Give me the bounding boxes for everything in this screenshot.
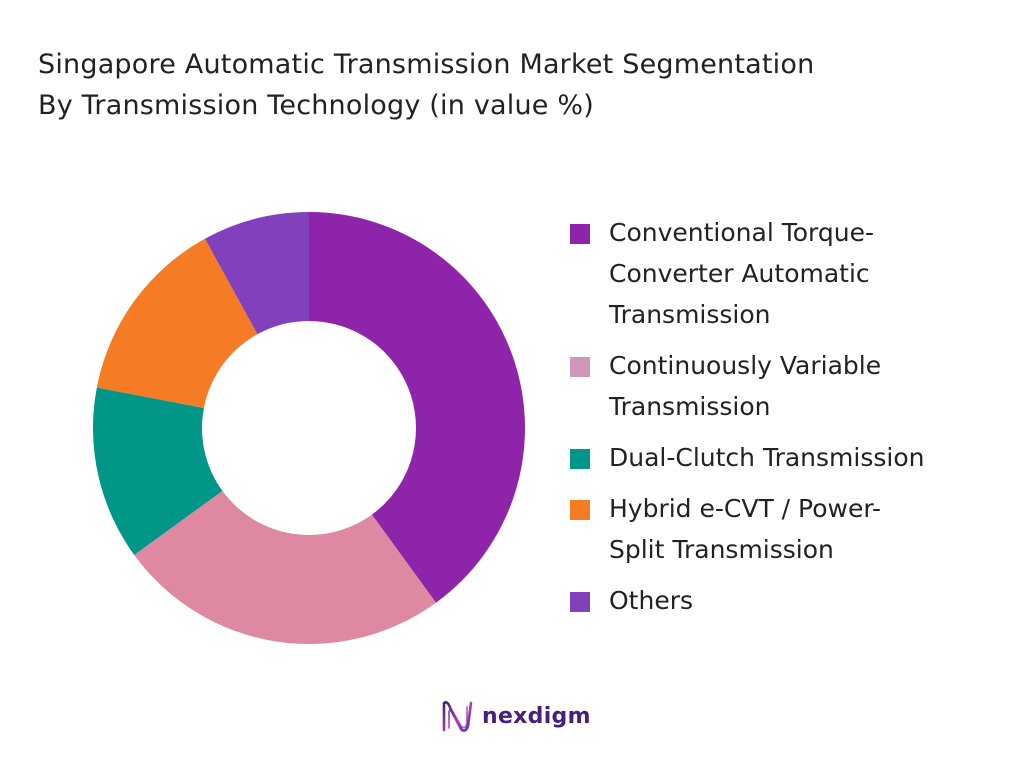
legend-item: Conventional Torque- Converter Automatic T… bbox=[567, 212, 1007, 335]
legend-label: Transmission bbox=[609, 300, 771, 329]
chart-legend: Conventional Torque- Converter Automatic T… bbox=[567, 212, 1007, 631]
nexdigm-wave-logo-icon bbox=[442, 701, 473, 732]
legend-item: Hybrid e-CVT / Power- Split Transmission bbox=[567, 488, 1007, 570]
legend-swatch bbox=[570, 224, 590, 244]
legend-item: Continuously Variable Transmission bbox=[567, 345, 1007, 427]
brand-name: nexdigm bbox=[482, 703, 591, 729]
donut-slice bbox=[309, 212, 525, 603]
legend-swatch bbox=[570, 449, 590, 469]
legend-label: Hybrid e-CVT / Power- bbox=[609, 494, 882, 523]
legend-label: Transmission bbox=[609, 392, 771, 421]
donut-slice bbox=[93, 387, 223, 555]
legend-label: Split Transmission bbox=[609, 535, 834, 564]
legend-item: Others bbox=[567, 580, 1007, 621]
chart-title: Singapore Automatic Transmission Market … bbox=[38, 44, 998, 126]
legend-item: Dual-Clutch Transmission bbox=[567, 437, 1007, 478]
donut-slice bbox=[134, 490, 436, 644]
legend-label: Dual-Clutch Transmission bbox=[609, 443, 925, 472]
donut-chart bbox=[93, 212, 525, 644]
donut-slice bbox=[204, 212, 309, 335]
chart-title-line: Singapore Automatic Transmission Market … bbox=[38, 49, 815, 80]
legend-swatch bbox=[570, 357, 590, 377]
legend-label: Continuously Variable bbox=[609, 351, 882, 380]
legend-label: Others bbox=[609, 586, 694, 615]
legend-swatch bbox=[570, 592, 590, 612]
donut-slice bbox=[96, 238, 258, 408]
chart-title-line: By Transmission Technology (in value %) bbox=[38, 90, 594, 121]
legend-swatch bbox=[570, 500, 590, 520]
legend-label: Converter Automatic bbox=[609, 259, 870, 288]
legend-label: Conventional Torque- bbox=[609, 218, 874, 247]
brand-logo: nexdigm bbox=[440, 698, 591, 734]
